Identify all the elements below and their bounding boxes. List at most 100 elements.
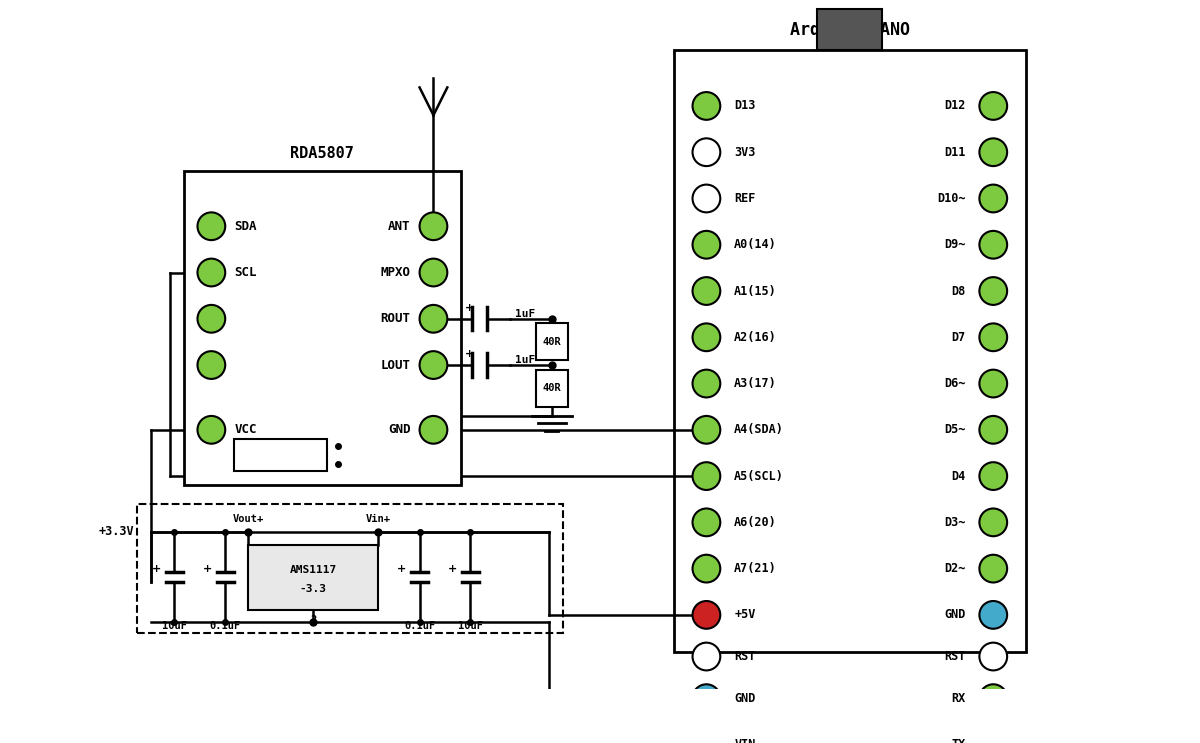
Circle shape (979, 508, 1007, 536)
Text: A6(20): A6(20) (734, 516, 776, 529)
Text: 1uF: 1uF (515, 309, 535, 319)
Text: RST: RST (944, 650, 966, 663)
Circle shape (979, 730, 1007, 743)
Text: ROUT: ROUT (380, 312, 410, 325)
Circle shape (420, 212, 448, 240)
Circle shape (979, 601, 1007, 629)
Text: Vin+: Vin+ (366, 514, 390, 525)
Text: RX: RX (952, 692, 966, 704)
Text: D7: D7 (952, 331, 966, 344)
Circle shape (692, 184, 720, 212)
Text: A5(SCL): A5(SCL) (734, 470, 784, 483)
Circle shape (979, 684, 1007, 712)
Text: GND: GND (944, 609, 966, 621)
Circle shape (198, 212, 226, 240)
Text: +: + (203, 564, 212, 574)
Text: -3.3: -3.3 (300, 584, 326, 594)
Text: 10uF: 10uF (162, 620, 187, 631)
Text: 40R: 40R (542, 337, 562, 347)
Circle shape (198, 305, 226, 333)
Bar (535, 370, 568, 406)
Circle shape (692, 416, 720, 444)
Circle shape (692, 138, 720, 166)
Text: 2: 2 (310, 615, 317, 625)
Circle shape (198, 259, 226, 286)
Bar (184, 171, 461, 485)
Text: ANT: ANT (388, 220, 410, 233)
Text: D8: D8 (952, 285, 966, 297)
Text: 0.1uF: 0.1uF (404, 620, 436, 631)
Text: D6~: D6~ (944, 377, 966, 390)
Circle shape (692, 323, 720, 351)
Text: D5~: D5~ (944, 424, 966, 436)
Circle shape (420, 305, 448, 333)
Circle shape (420, 351, 448, 379)
Text: REF: REF (734, 192, 756, 205)
Text: 0.1uF: 0.1uF (210, 620, 241, 631)
Text: A4(SDA): A4(SDA) (734, 424, 784, 436)
Text: TX: TX (952, 738, 966, 743)
Bar (234, 439, 328, 472)
Text: Vout+: Vout+ (233, 514, 264, 525)
Circle shape (979, 184, 1007, 212)
Text: A0(14): A0(14) (734, 239, 776, 251)
Text: D3~: D3~ (944, 516, 966, 529)
Text: +3.3V: +3.3V (98, 525, 134, 538)
Text: D13: D13 (734, 100, 756, 112)
Bar (535, 323, 568, 360)
Text: RST: RST (734, 650, 756, 663)
Text: +: + (152, 564, 161, 574)
Text: D12: D12 (944, 100, 966, 112)
Circle shape (692, 601, 720, 629)
Text: GND: GND (734, 692, 756, 704)
Text: 1uF: 1uF (515, 355, 535, 366)
Text: RDA5807: RDA5807 (290, 146, 354, 161)
Text: GND: GND (388, 424, 410, 436)
Bar (137, 504, 563, 633)
Text: 40R: 40R (542, 383, 562, 393)
Circle shape (692, 231, 720, 259)
Text: A7(21): A7(21) (734, 562, 776, 575)
Circle shape (692, 730, 720, 743)
Circle shape (420, 259, 448, 286)
Text: AMS1117: AMS1117 (289, 565, 337, 576)
Circle shape (979, 277, 1007, 305)
Text: MPXO: MPXO (380, 266, 410, 279)
Text: D9~: D9~ (944, 239, 966, 251)
Bar (817, 9, 882, 51)
Text: +: + (397, 564, 407, 574)
Text: VCC: VCC (234, 424, 257, 436)
Text: +: + (464, 302, 474, 313)
Circle shape (979, 416, 1007, 444)
Circle shape (692, 277, 720, 305)
Circle shape (979, 643, 1007, 670)
Text: +: + (449, 564, 457, 574)
Circle shape (692, 92, 720, 120)
Circle shape (692, 555, 720, 583)
Circle shape (979, 462, 1007, 490)
Text: A3(17): A3(17) (734, 377, 776, 390)
Text: D10~: D10~ (937, 192, 966, 205)
Text: +: + (464, 349, 474, 359)
Circle shape (692, 684, 720, 712)
Circle shape (692, 462, 720, 490)
Text: LOUT: LOUT (380, 359, 410, 372)
Text: A2(16): A2(16) (734, 331, 776, 344)
Text: 10uF: 10uF (458, 620, 482, 631)
Text: VIN: VIN (734, 738, 756, 743)
Text: Arduino NANO: Arduino NANO (790, 22, 910, 39)
Circle shape (198, 351, 226, 379)
Text: SDA: SDA (234, 220, 257, 233)
Bar (248, 545, 378, 610)
Circle shape (979, 370, 1007, 398)
Text: A1(15): A1(15) (734, 285, 776, 297)
Circle shape (979, 555, 1007, 583)
Circle shape (198, 416, 226, 444)
Circle shape (692, 508, 720, 536)
Circle shape (979, 231, 1007, 259)
Circle shape (979, 323, 1007, 351)
Text: 3V3: 3V3 (734, 146, 756, 159)
Text: +5V: +5V (734, 609, 756, 621)
Bar (674, 51, 1026, 652)
Circle shape (979, 138, 1007, 166)
